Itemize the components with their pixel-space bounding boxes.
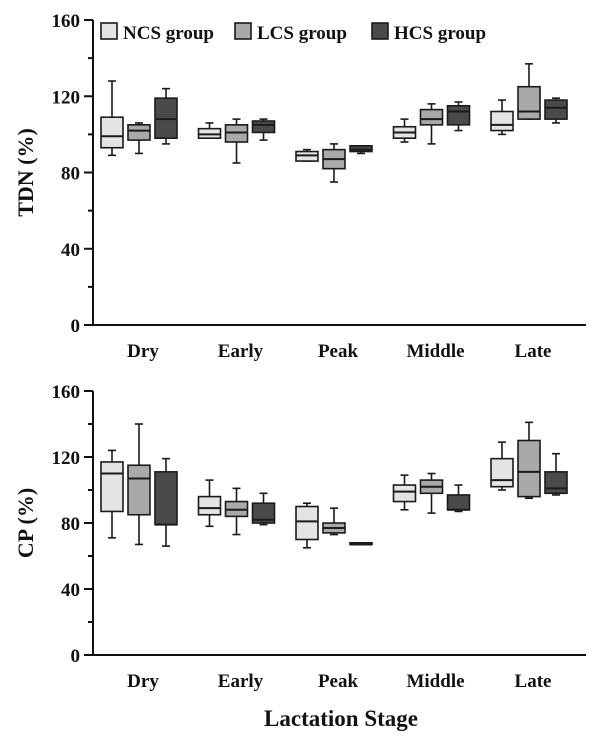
- box-lcs: [127, 124, 151, 141]
- box-ncs: [490, 457, 514, 488]
- box-hcs: [544, 99, 568, 120]
- box-hcs: [251, 120, 276, 134]
- box-hcs: [154, 471, 178, 526]
- x-category-label: Peak: [318, 341, 359, 362]
- box-hcs: [446, 104, 471, 126]
- y-axis-title: CP (%): [13, 488, 38, 558]
- box-hcs: [544, 471, 568, 495]
- y-tick-label: 40: [61, 580, 80, 601]
- box-ncs: [295, 505, 319, 541]
- legend-label: HCS group: [394, 23, 486, 44]
- x-category-label: Early: [218, 671, 264, 692]
- y-tick-label: 80: [61, 514, 80, 535]
- y-tick-label: 0: [71, 646, 81, 667]
- box-ncs: [392, 484, 417, 503]
- box-ncs: [197, 495, 222, 516]
- box-ncs: [100, 116, 124, 149]
- x-category-label: Late: [515, 671, 552, 692]
- box-lcs: [127, 464, 151, 516]
- legend-swatch: [100, 22, 118, 40]
- x-category-label: Early: [218, 341, 264, 362]
- x-category-label: Dry: [127, 341, 159, 362]
- legend-label: NCS group: [123, 23, 214, 44]
- y-tick-label: 120: [52, 87, 81, 108]
- x-category-label: Peak: [318, 671, 359, 692]
- box-hcs: [251, 502, 276, 524]
- x-category-label: Late: [515, 341, 552, 362]
- legend-swatch: [371, 22, 389, 40]
- y-tick-label: 80: [61, 164, 80, 185]
- box-lcs: [517, 85, 541, 120]
- box-lcs: [517, 439, 541, 498]
- box-ncs: [100, 461, 124, 513]
- y-tick-label: 40: [61, 240, 80, 261]
- y-tick-label: 160: [52, 11, 81, 32]
- x-category-label: Middle: [406, 341, 464, 362]
- y-tick-label: 160: [52, 382, 81, 403]
- box-ncs: [490, 110, 514, 132]
- y-axis-title: TDN (%): [13, 128, 38, 217]
- x-category-label: Dry: [127, 671, 159, 692]
- x-axis-title: Lactation Stage: [264, 706, 418, 731]
- x-category-label: Middle: [406, 671, 464, 692]
- y-tick-label: 120: [52, 448, 81, 469]
- box-hcs: [446, 494, 471, 511]
- y-tick-label: 0: [71, 316, 81, 337]
- legend-swatch: [234, 22, 252, 40]
- legend-label: LCS group: [257, 23, 347, 44]
- box-lcs: [419, 108, 444, 126]
